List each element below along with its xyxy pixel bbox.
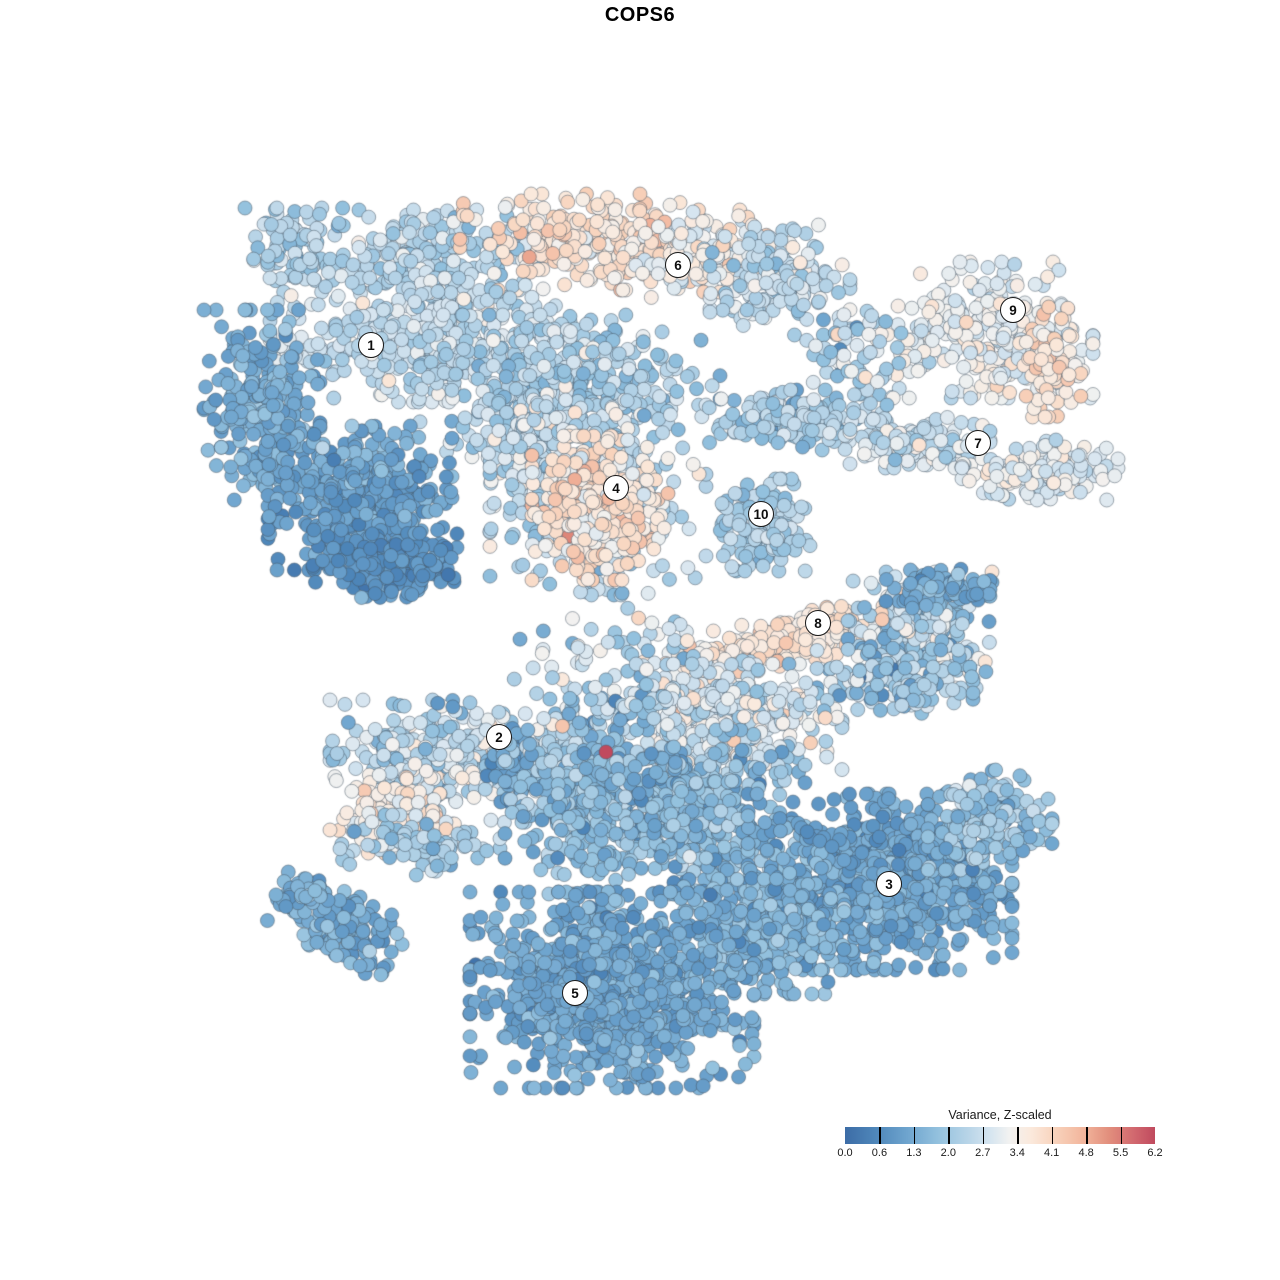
- legend-tick: [1086, 1127, 1088, 1144]
- legend-tick: [1051, 1127, 1054, 1144]
- legend-tick-label: 5.5: [1112, 1147, 1129, 1159]
- legend-tick: [948, 1127, 950, 1144]
- cluster-label-10: 10: [748, 501, 774, 527]
- cluster-label-7: 7: [965, 430, 991, 456]
- cluster-label-9: 9: [1000, 297, 1026, 323]
- legend-tick-label: 3.4: [1009, 1147, 1025, 1159]
- legend-title: Variance, Z-scaled: [948, 1108, 1052, 1122]
- legend-tick: [913, 1127, 916, 1144]
- legend-tick-label: 2.0: [940, 1147, 956, 1159]
- legend-tick-label: 4.8: [1078, 1147, 1094, 1159]
- legend-tick: [1017, 1127, 1019, 1144]
- cluster-label-8: 8: [805, 610, 831, 636]
- cluster-label-5: 5: [562, 980, 588, 1006]
- legend-tick-label: 1.3: [906, 1147, 922, 1159]
- colorbar-legend: Variance, Z-scaled 0.0 0.6 1.3 2.0 2.7 3.4 4.1…: [837, 1108, 1162, 1161]
- legend-tick: [879, 1127, 881, 1144]
- legend-tick-label: 0.0: [837, 1147, 853, 1159]
- cluster-label-1: 1: [358, 332, 384, 358]
- legend-tick: [982, 1127, 985, 1144]
- cluster-label-4: 4: [603, 475, 629, 501]
- cluster-label-2: 2: [486, 724, 512, 750]
- cluster-label-3: 3: [876, 871, 902, 897]
- legend-tick-label: 0.6: [871, 1147, 888, 1159]
- legend-tick: [1120, 1127, 1122, 1144]
- legend-tick-label: 6.2: [1147, 1147, 1163, 1159]
- legend-tick-label: 4.1: [1044, 1147, 1060, 1159]
- colorbar-gradient: [845, 1127, 1155, 1144]
- colorbar-tick-labels: 0.0 0.6 1.3 2.0 2.7 3.4 4.1 4.8 5.5 6.2: [837, 1147, 1162, 1161]
- legend-tick-label: 2.7: [975, 1147, 991, 1159]
- cluster-label-6: 6: [665, 252, 691, 278]
